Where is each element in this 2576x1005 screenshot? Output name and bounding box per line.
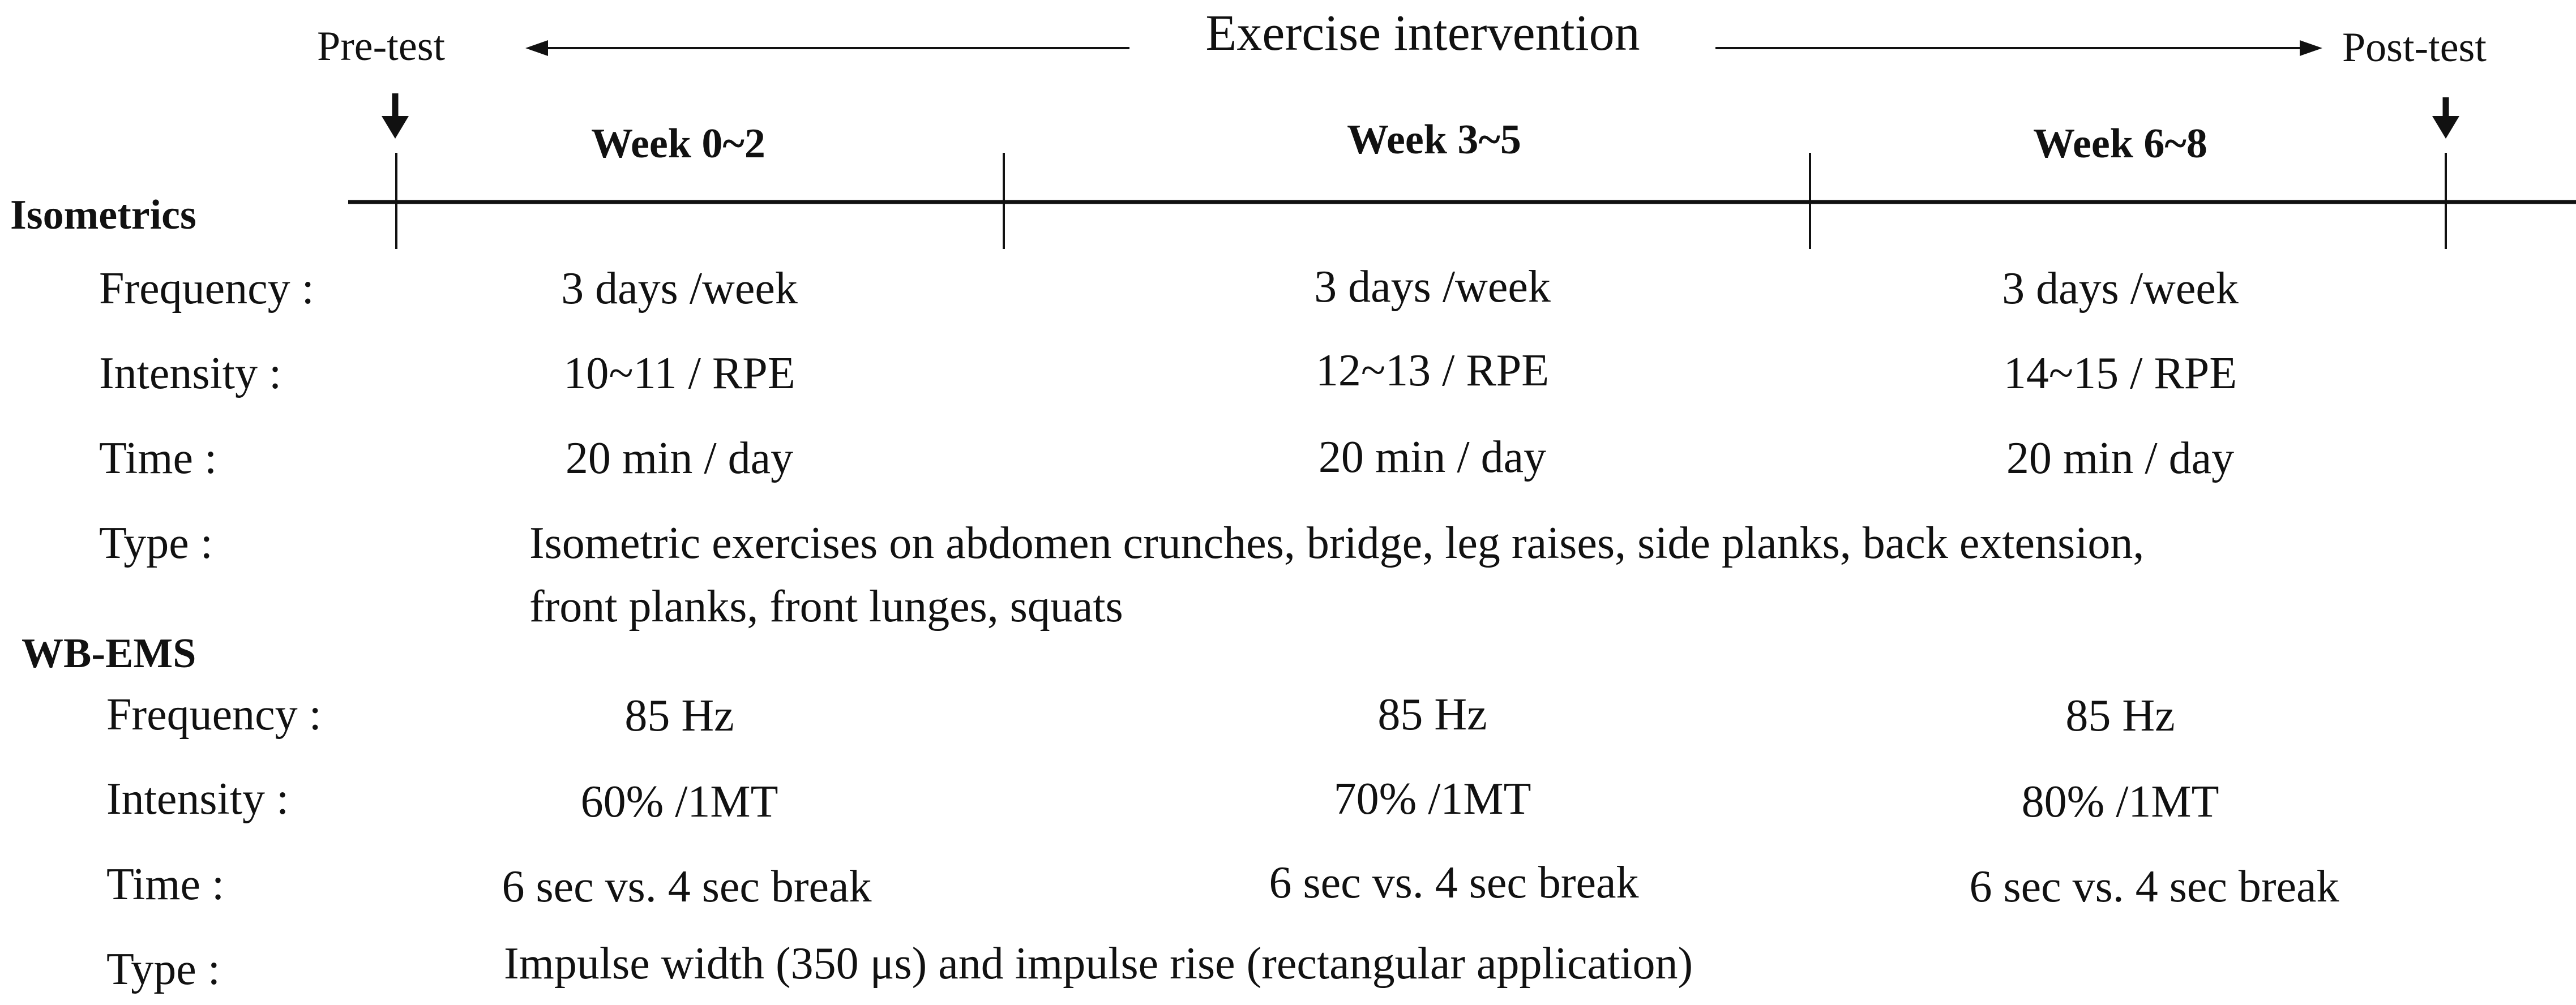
wbems-type-text: Impulse width (350 μs) and impulse rise … <box>504 939 1693 989</box>
isometrics-intensity-week0-2: 10~11 / RPE <box>563 349 795 398</box>
wbems-frequency-label: Frequency : <box>106 690 322 740</box>
wbems-intensity-label: Intensity : <box>106 774 289 824</box>
isometrics-time-label: Time : <box>99 433 217 483</box>
pretest-down-arrowhead <box>382 116 409 139</box>
wbems-frequency-week6-8: 85 Hz <box>2065 691 2175 741</box>
posttest-label: Post-test <box>2342 24 2487 71</box>
isometrics-time-week0-2: 20 min / day <box>565 433 794 483</box>
isometrics-frequency-label: Frequency : <box>99 264 314 313</box>
isometrics-time-week6-8: 20 min / day <box>2006 433 2235 483</box>
wbems-time-week6-8: 6 sec vs. 4 sec break <box>1969 862 2339 912</box>
week-heading-3: Week 6~8 <box>2033 121 2207 167</box>
wbems-type-label: Type : <box>106 944 221 994</box>
wbems-time-week0-2: 6 sec vs. 4 sec break <box>502 862 872 912</box>
wbems-time-label: Time : <box>106 860 225 909</box>
wbems-frequency-week0-2: 85 Hz <box>624 691 734 741</box>
isometrics-frequency-week6-8: 3 days /week <box>2002 264 2239 313</box>
isometrics-frequency-week3-5: 3 days /week <box>1314 262 1551 312</box>
isometrics-type-line1: Isometric exercises on abdomen crunches,… <box>529 518 2145 568</box>
intervention-right-arrowhead <box>2300 40 2322 56</box>
week-heading-1: Week 0~2 <box>591 121 765 167</box>
isometrics-type-label: Type : <box>99 518 213 568</box>
isometrics-frequency-week0-2: 3 days /week <box>561 264 798 313</box>
isometrics-title: Isometrics <box>10 192 196 238</box>
isometrics-intensity-week6-8: 14~15 / RPE <box>2003 349 2237 398</box>
isometrics-intensity-week3-5: 12~13 / RPE <box>1315 346 1550 396</box>
wbems-time-week3-5: 6 sec vs. 4 sec break <box>1269 858 1639 908</box>
wbems-intensity-week3-5: 70% /1MT <box>1333 774 1531 824</box>
isometrics-intensity-label: Intensity : <box>99 349 282 398</box>
intervention-title: Exercise intervention <box>1205 5 1640 61</box>
wbems-intensity-week0-2: 60% /1MT <box>580 777 778 827</box>
isometrics-time-week3-5: 20 min / day <box>1318 432 1547 482</box>
week-heading-2: Week 3~5 <box>1347 117 1521 163</box>
intervention-left-arrowhead <box>525 40 548 56</box>
wbems-title: WB-EMS <box>22 630 196 677</box>
wbems-frequency-week3-5: 85 Hz <box>1377 690 1487 740</box>
isometrics-type-line2: front planks, front lunges, squats <box>529 582 1123 632</box>
wbems-intensity-week6-8: 80% /1MT <box>2021 777 2219 827</box>
posttest-down-arrowhead <box>2432 116 2459 139</box>
pretest-label: Pre-test <box>317 23 446 70</box>
